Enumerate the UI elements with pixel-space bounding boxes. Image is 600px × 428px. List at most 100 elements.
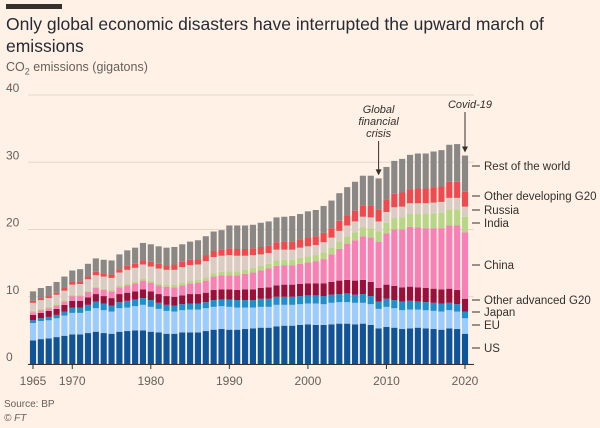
bar-eu-1970 <box>69 312 76 335</box>
bar-india-2020 <box>461 216 469 233</box>
bar-other-developing-g20-2006 <box>351 210 359 222</box>
bar-other-developing-g20-1968 <box>53 292 60 295</box>
bar-rest-of-the-world-2000 <box>304 211 311 238</box>
bar-india-1992 <box>242 269 249 274</box>
bar-china-1965 <box>29 312 37 315</box>
bar-rest-of-the-world-1987 <box>202 236 209 256</box>
bar-rest-of-the-world-1995 <box>265 221 272 246</box>
bar-other-developing-g20-1996 <box>273 242 280 250</box>
bar-other-advanced-g20-2005 <box>344 279 351 294</box>
bar-eu-1995 <box>265 306 272 328</box>
bar-india-2012 <box>399 217 406 230</box>
bar-eu-1985 <box>187 309 194 333</box>
bar-eu-2018 <box>446 310 453 329</box>
bar-india-1978 <box>132 281 139 284</box>
bar-india-1976 <box>116 285 123 288</box>
chart-title: Only global economic disasters have inte… <box>6 14 544 56</box>
bar-other-advanced-g20-2011 <box>391 285 398 301</box>
bar-other-developing-g20-1999 <box>296 239 304 248</box>
bar-us-1967 <box>45 338 52 364</box>
bar-china-2002 <box>320 259 327 284</box>
bar-eu-2017 <box>438 311 445 330</box>
annotation-1-line-0: Covid-19 <box>448 99 492 111</box>
x-tick-label-2000: 2000 <box>295 374 322 388</box>
bar-eu-2009 <box>375 308 382 329</box>
bar-india-2014 <box>414 214 421 228</box>
bar-other-developing-g20-2010 <box>383 199 390 213</box>
bar-japan-1998 <box>289 296 296 305</box>
bar-china-1997 <box>281 265 288 285</box>
bar-russia-1991 <box>234 255 241 272</box>
bar-rest-of-the-world-1985 <box>187 241 194 260</box>
bar-us-2008 <box>367 325 374 364</box>
bar-india-1999 <box>296 257 304 264</box>
bar-us-1994 <box>257 327 264 364</box>
bar-other-developing-g20-1973 <box>92 271 99 276</box>
bar-eu-2019 <box>454 311 461 330</box>
bar-eu-2015 <box>422 310 429 329</box>
bar-other-advanced-g20-1974 <box>100 296 107 304</box>
bar-rest-of-the-world-2012 <box>399 158 406 193</box>
bar-rest-of-the-world-2007 <box>359 175 366 206</box>
bar-russia-2018 <box>446 197 453 210</box>
bar-other-developing-g20-1977 <box>124 265 131 270</box>
bar-china-1982 <box>163 286 170 297</box>
bar-other-developing-g20-2005 <box>344 215 351 226</box>
bar-other-advanced-g20-1971 <box>77 300 84 308</box>
bar-rest-of-the-world-1993 <box>249 224 256 249</box>
bar-japan-2017 <box>438 303 445 312</box>
bar-us-1970 <box>69 334 76 364</box>
bar-japan-1976 <box>116 302 123 309</box>
bar-china-1994 <box>257 270 264 288</box>
bar-other-advanced-g20-1998 <box>289 284 296 297</box>
bar-eu-1967 <box>45 320 52 339</box>
bar-other-developing-g20-2008 <box>367 205 374 218</box>
bar-rest-of-the-world-1967 <box>45 285 52 297</box>
bar-us-2020 <box>461 333 469 364</box>
bar-russia-1993 <box>249 255 256 268</box>
annotation-0-line-0: Global <box>363 104 395 116</box>
bar-us-2000 <box>304 324 311 364</box>
bar-eu-2014 <box>414 309 421 328</box>
bar-russia-2006 <box>351 221 359 233</box>
bar-rest-of-the-world-2011 <box>391 160 398 194</box>
bar-eu-1968 <box>53 318 60 338</box>
bar-india-2011 <box>391 218 398 230</box>
bar-japan-1973 <box>92 301 99 309</box>
bar-china-1973 <box>92 288 99 295</box>
bar-rest-of-the-world-1978 <box>132 247 139 264</box>
bar-other-developing-g20-1979 <box>139 260 147 265</box>
bar-other-advanced-g20-1968 <box>53 308 60 315</box>
bar-other-developing-g20-1993 <box>249 248 256 256</box>
bar-other-developing-g20-2017 <box>438 186 445 202</box>
bar-other-advanced-g20-1986 <box>194 294 202 304</box>
bar-china-1998 <box>289 265 296 285</box>
bar-eu-1983 <box>171 311 178 334</box>
bar-other-developing-g20-1978 <box>132 263 139 268</box>
bar-japan-2016 <box>430 302 437 311</box>
bar-russia-1976 <box>116 272 123 286</box>
bar-us-2012 <box>399 329 406 364</box>
bar-other-developing-g20-1980 <box>147 261 154 267</box>
bar-eu-1999 <box>296 304 304 325</box>
chart-subtitle: CO2 emissions (gigatons) <box>6 60 148 77</box>
bar-india-2001 <box>312 255 319 262</box>
bar-eu-2020 <box>461 318 469 334</box>
bar-us-1990 <box>226 329 233 364</box>
bar-russia-2013 <box>406 203 414 215</box>
bar-china-2012 <box>399 229 406 288</box>
bar-rest-of-the-world-1976 <box>116 254 123 270</box>
bar-india-1991 <box>234 271 241 276</box>
y-tick-label-10: 10 <box>6 283 20 297</box>
bar-india-2007 <box>359 227 366 237</box>
bar-us-1977 <box>124 331 131 364</box>
bar-japan-1975 <box>108 305 115 312</box>
bar-other-developing-g20-1986 <box>194 259 202 265</box>
bar-russia-1984 <box>179 267 186 283</box>
bar-japan-2012 <box>399 301 406 311</box>
bar-india-2019 <box>454 209 461 226</box>
bar-russia-2002 <box>320 242 327 253</box>
bar-japan-1966 <box>37 318 44 321</box>
bar-rest-of-the-world-1989 <box>218 230 225 250</box>
bar-rest-of-the-world-1965 <box>29 291 37 301</box>
